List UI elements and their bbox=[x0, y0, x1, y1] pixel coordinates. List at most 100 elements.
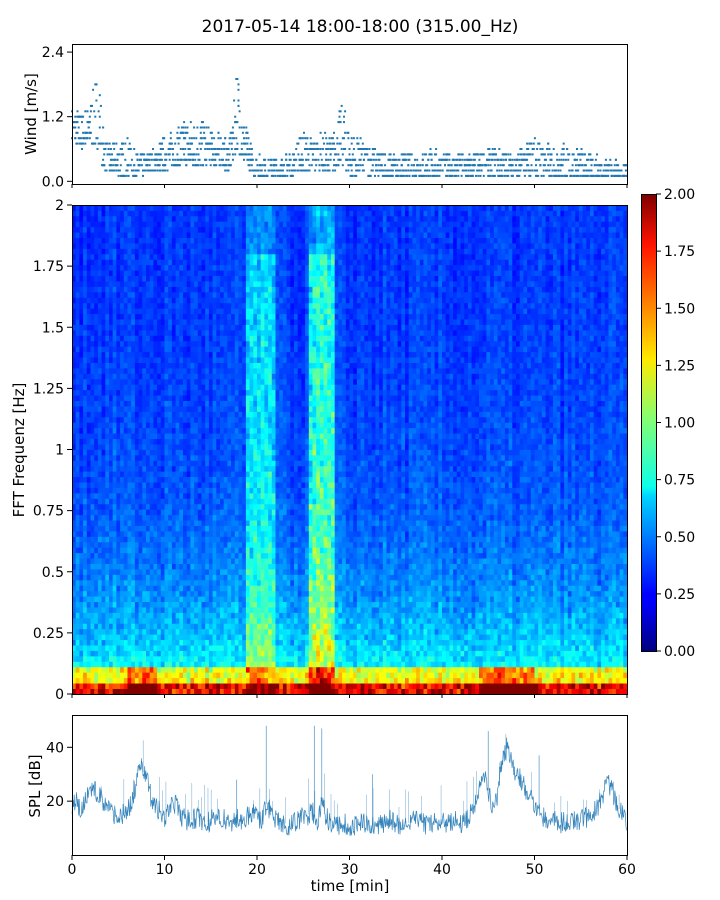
spectrogram-cell bbox=[168, 368, 173, 374]
spectrogram-cell bbox=[168, 672, 173, 679]
spectrogram-cell bbox=[120, 454, 125, 461]
spectrogram-cell bbox=[109, 547, 114, 554]
spectrogram-cell bbox=[186, 623, 191, 630]
wind-data-point bbox=[152, 169, 154, 172]
spectrogram-cell bbox=[72, 509, 77, 516]
spectrogram-cell bbox=[116, 579, 121, 586]
wind-data-point bbox=[537, 174, 540, 177]
spectrogram-cell bbox=[112, 264, 117, 271]
spectrogram-cell bbox=[72, 384, 77, 391]
wind-data-point bbox=[613, 174, 616, 177]
wind-data-point bbox=[377, 164, 380, 167]
spectrogram-cell bbox=[153, 547, 158, 554]
spectrogram-cell bbox=[179, 612, 184, 619]
spectrogram-cell bbox=[90, 541, 95, 548]
spectrogram-cell bbox=[94, 368, 99, 374]
spectrogram-cell bbox=[175, 655, 180, 662]
spectrogram-cell bbox=[83, 291, 88, 298]
spectrogram-cell bbox=[112, 411, 117, 418]
spectrogram-cell bbox=[79, 422, 84, 429]
spectrogram-cell bbox=[186, 563, 191, 570]
spectrogram-cell bbox=[175, 471, 180, 478]
spectrogram-cell bbox=[153, 617, 158, 624]
spectrogram-cell bbox=[134, 253, 139, 260]
spectrogram-cell bbox=[183, 232, 188, 238]
spectrogram-cell bbox=[112, 552, 117, 559]
spectrogram-cell bbox=[75, 449, 80, 456]
spectrogram-cell bbox=[149, 596, 154, 603]
wind-data-point bbox=[425, 164, 428, 167]
spectrogram-cell bbox=[101, 503, 106, 510]
wind-data-point bbox=[278, 174, 281, 177]
spectrogram-cell bbox=[97, 270, 102, 277]
spectrogram-cell bbox=[120, 281, 125, 287]
wind-data-point bbox=[234, 121, 237, 124]
spectrogram-cell bbox=[197, 205, 202, 211]
wind-data-point bbox=[226, 169, 229, 172]
wind-data-point bbox=[193, 153, 196, 156]
wind-data-point bbox=[405, 174, 408, 177]
spectrogram-cell bbox=[105, 411, 110, 418]
spectrogram-cell bbox=[160, 465, 165, 472]
spectrogram-cell bbox=[157, 574, 162, 581]
spectrogram-cell bbox=[101, 297, 106, 304]
wind-data-point bbox=[328, 169, 331, 172]
spectrogram-cell bbox=[123, 558, 128, 564]
wind-data-point bbox=[250, 153, 253, 156]
spectrogram-cell bbox=[101, 243, 106, 249]
spectrogram-cell bbox=[183, 205, 188, 211]
spectrogram-cell bbox=[175, 264, 180, 271]
spectrogram-cell bbox=[153, 601, 158, 608]
spectrogram-cell bbox=[112, 368, 117, 374]
spectrogram-cell bbox=[175, 302, 180, 309]
spectrogram-cell bbox=[90, 639, 95, 646]
spectrogram-cell bbox=[120, 514, 125, 521]
spectrogram-cell bbox=[109, 433, 114, 440]
spectrogram-cell bbox=[171, 286, 176, 293]
spectrogram-cell bbox=[168, 378, 173, 385]
spectrogram-cell bbox=[164, 666, 169, 673]
wind-data-point bbox=[406, 174, 409, 177]
spectrogram-cell bbox=[75, 444, 80, 450]
spectrogram-cell bbox=[201, 574, 206, 581]
spectrogram-cell bbox=[164, 672, 169, 679]
spectrogram-cell bbox=[90, 590, 95, 597]
wind-data-point bbox=[112, 164, 115, 167]
spectrogram-cell bbox=[142, 596, 147, 603]
spectrogram-cell bbox=[157, 221, 162, 228]
spectrogram-cell bbox=[134, 666, 139, 673]
spectrogram-cell bbox=[134, 329, 139, 336]
spectrogram-cell bbox=[175, 650, 180, 657]
spectrogram-cell bbox=[160, 482, 165, 488]
spectrogram-cell bbox=[186, 378, 191, 385]
spectrogram-cell bbox=[142, 590, 147, 597]
spectrogram-cell bbox=[201, 645, 206, 651]
spectrogram-cell bbox=[79, 291, 84, 298]
spectrogram-cell bbox=[86, 449, 91, 456]
spectrogram-cell bbox=[90, 297, 95, 304]
wind-data-point bbox=[476, 169, 479, 172]
spectrogram-cell bbox=[90, 628, 95, 635]
wind-data-point bbox=[203, 137, 206, 140]
spectrogram-cell bbox=[94, 389, 99, 396]
spectrogram-cell bbox=[175, 329, 180, 336]
wind-data-point bbox=[461, 153, 464, 156]
wind-data-point bbox=[528, 169, 531, 172]
spectrogram-cell bbox=[101, 313, 106, 320]
spectrogram-cell bbox=[194, 634, 199, 641]
spectrogram-cell bbox=[90, 416, 95, 423]
spectrogram-cell bbox=[112, 226, 117, 233]
spectrogram-cell bbox=[194, 541, 199, 548]
wind-data-point bbox=[395, 169, 398, 172]
wind-data-point bbox=[473, 153, 476, 156]
spectrogram-cell bbox=[146, 645, 151, 651]
spectrogram-cell bbox=[168, 438, 173, 445]
spectrogram-cell bbox=[142, 259, 147, 266]
spectrogram-cell bbox=[75, 308, 80, 315]
wind-data-point bbox=[328, 142, 331, 145]
spectrogram-cell bbox=[112, 237, 117, 244]
spectrogram-cell bbox=[160, 297, 165, 304]
spectrogram-cell bbox=[94, 427, 99, 434]
spectrogram-cell bbox=[194, 395, 199, 401]
spectrogram-cell bbox=[186, 395, 191, 401]
